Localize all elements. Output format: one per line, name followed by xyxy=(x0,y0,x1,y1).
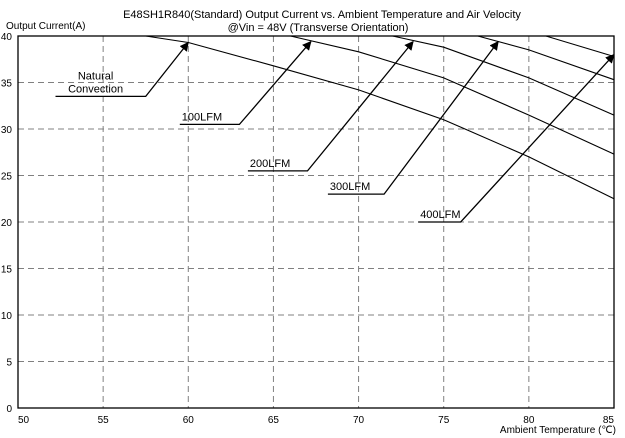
annotation-arrow xyxy=(55,41,189,98)
annotation-arrow xyxy=(179,40,312,126)
y-tick-label: 30 xyxy=(1,125,13,136)
x-tick-label: 50 xyxy=(18,415,30,426)
y-tick-label: 40 xyxy=(1,32,13,43)
x-tick-label: 55 xyxy=(98,415,110,426)
x-tick-label: 65 xyxy=(268,415,280,426)
annotation-label: 200LFM xyxy=(250,158,290,170)
annotation-label: 300LFM xyxy=(330,181,370,193)
x-tick-label: 75 xyxy=(438,415,450,426)
chart-title: E48SH1R840(Standard) Output Current vs. … xyxy=(123,9,521,21)
y-tick-label: 25 xyxy=(1,172,13,183)
x-tick-label: 85 xyxy=(603,415,615,426)
y-axis-label: Output Current(A) xyxy=(6,21,85,32)
x-tick-label: 70 xyxy=(353,415,365,426)
annotation-arrow xyxy=(418,53,615,223)
x-tick-label: 60 xyxy=(183,415,195,426)
annotation-arrow xyxy=(327,40,499,195)
chart-subtitle: @Vin = 48V (Transverse Orientation) xyxy=(228,22,409,34)
annotation-label: 400LFM xyxy=(420,209,460,221)
y-tick-label: 5 xyxy=(6,358,12,369)
annotation-label: Natural xyxy=(78,70,113,82)
plot-frame xyxy=(17,35,615,409)
y-tick-label: 15 xyxy=(1,265,13,276)
x-axis-label: Ambient Temperature (℃) xyxy=(500,425,616,436)
tick-labels: 50 55 60 65 70 75 80 85 0 5 10 15 20 25 30 35 40 xyxy=(1,32,615,426)
series-line xyxy=(18,35,615,58)
y-tick-label: 20 xyxy=(1,218,13,229)
annotation-arrow xyxy=(247,40,414,172)
y-tick-label: 0 xyxy=(6,404,12,415)
x-tick-label: 80 xyxy=(523,415,535,426)
y-tick-label: 10 xyxy=(1,311,13,322)
annotation-label: Convection xyxy=(68,83,123,95)
annotation-label: 100LFM xyxy=(182,111,222,123)
series-lines xyxy=(18,35,615,200)
y-tick-label: 35 xyxy=(1,79,13,90)
series-line xyxy=(18,35,615,200)
